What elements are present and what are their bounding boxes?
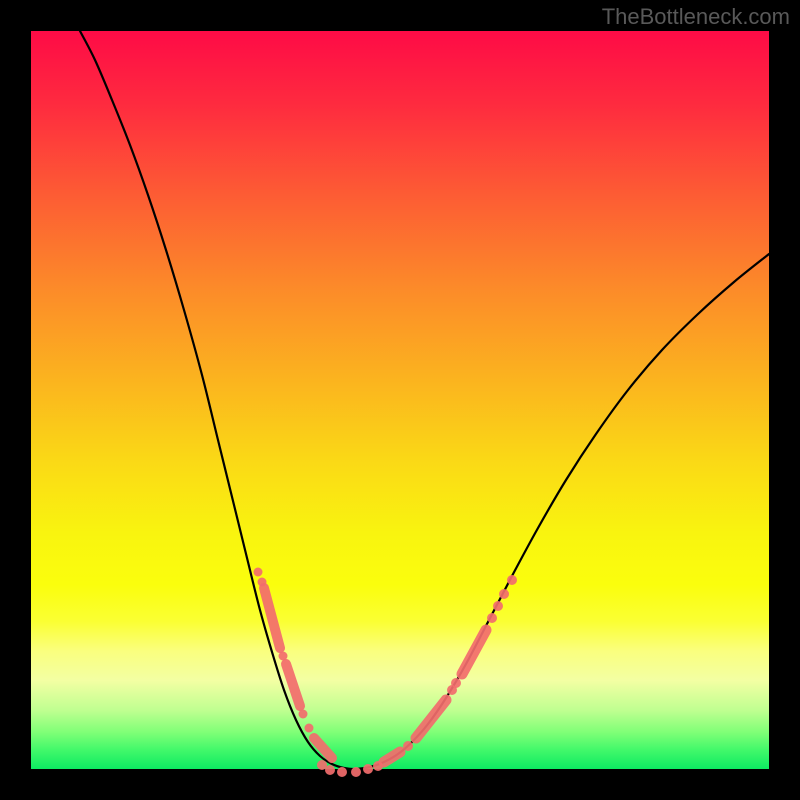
curve-marker-dot [305,724,314,733]
curve-marker-dot [325,765,335,775]
plot-gradient-background [31,31,769,769]
curve-marker-dot [337,767,347,777]
curve-marker-dot [403,741,413,751]
curve-marker-dot [499,589,509,599]
curve-marker-dot [299,710,308,719]
curve-marker-dot [487,613,497,623]
curve-marker-dot [363,764,373,774]
curve-marker-dot [254,568,263,577]
bottleneck-chart [0,0,800,800]
curve-marker-dot [451,678,461,688]
curve-marker-dot [507,575,517,585]
watermark-text: TheBottleneck.com [602,4,790,30]
curve-marker-dot [351,767,361,777]
stage: TheBottleneck.com [0,0,800,800]
curve-marker-dot [493,601,503,611]
